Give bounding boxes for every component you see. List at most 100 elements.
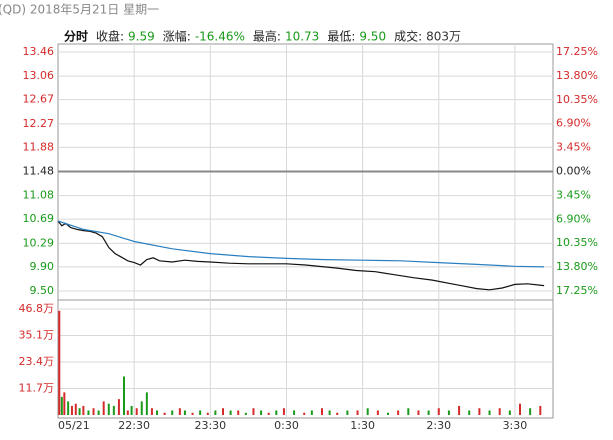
volume-bar (437, 408, 440, 415)
y2-tick-label: 6.90% (556, 117, 591, 130)
y2-tick-label: 3.45% (556, 141, 591, 154)
info-label: 最高: (253, 29, 281, 44)
info-row: 分时 收盘: 9.59 涨幅: -16.46% 最高: 10.73 最低: 9.50 成交: 80… (64, 29, 461, 44)
volume-bar (107, 403, 110, 415)
volume-bar (252, 408, 255, 415)
price-line (57, 220, 545, 268)
volume-bar (275, 410, 278, 415)
y2-tick-label: 3.45% (556, 188, 591, 201)
volume-bar (488, 410, 491, 415)
y-tick-label: 23.4万 (19, 355, 55, 368)
volume-bar (78, 408, 81, 415)
info-value: 9.50 (359, 30, 386, 44)
volume-bar (303, 412, 306, 415)
volume-bar (112, 405, 115, 415)
volume-bar (539, 405, 542, 415)
y-tick-label: 9.50 (30, 284, 55, 297)
volume-bar (123, 376, 125, 415)
page-title: (QD) 2018年5月21日 星期一 (0, 3, 159, 17)
volume-bar (130, 405, 133, 415)
y2-tick-label: 10.35% (556, 93, 598, 106)
volume-bar (87, 410, 90, 415)
volume-bar (156, 410, 158, 415)
y2-tick-label: 0.00% (556, 165, 591, 178)
y-tick-label: 9.90 (30, 260, 55, 273)
volume-bar (321, 408, 323, 415)
volume-bar (346, 410, 349, 415)
volume-bar (519, 403, 521, 415)
volume-bar (529, 408, 532, 415)
volume-bar (60, 396, 63, 415)
volume-bar (397, 410, 400, 415)
volume-bar (267, 412, 270, 415)
volume-bar (70, 405, 73, 415)
volume-bar (458, 405, 461, 415)
y2-tick-label: 13.80% (556, 69, 598, 82)
volume-bar (135, 408, 138, 415)
volume-bar (336, 412, 339, 415)
info-value: 9.59 (128, 30, 155, 44)
info-label: 涨幅: (163, 29, 191, 44)
info-value: 803万 (426, 30, 461, 44)
volume-bar (468, 410, 471, 415)
volume-bar (199, 410, 202, 415)
volume-bar (171, 410, 174, 415)
volume-bar (376, 410, 379, 415)
volume-bar (58, 310, 61, 415)
y2-tick-label: 10.35% (556, 236, 598, 249)
volume-bar (237, 410, 240, 415)
info-label: 最低: (327, 30, 355, 44)
volume-bar (407, 408, 410, 415)
volume-bar (427, 410, 430, 415)
volume-bar (229, 410, 232, 415)
volume-bar (222, 408, 224, 415)
y-tick-label: 13.46 (23, 45, 55, 58)
x-tick-label: 3:30 (503, 419, 528, 432)
volume-bar (191, 412, 194, 415)
volume-bar (82, 405, 85, 415)
y-tick-label: 11.88 (23, 140, 55, 153)
volume-bar (126, 410, 129, 415)
x-tick-label: 1:30 (350, 419, 375, 432)
y-tick-label: 11.7万 (19, 382, 55, 395)
volume-bar (293, 410, 296, 415)
y2-tick-label: 6.90% (556, 212, 591, 225)
volume-bar (183, 410, 186, 415)
y-tick-label: 35.1万 (19, 329, 55, 342)
y-tick-label: 12.67 (23, 93, 55, 106)
volume-bar (178, 408, 181, 415)
volume-panel (57, 299, 554, 419)
y-tick-label: 10.69 (23, 212, 55, 225)
volume-bar (145, 392, 148, 415)
y-tick-label: 11.08 (23, 189, 55, 202)
volume-bar (214, 410, 217, 415)
volume-bar (417, 410, 420, 415)
volume-bar (356, 410, 359, 415)
y-tick-label: 10.29 (23, 236, 55, 249)
y-tick-label: 12.27 (23, 117, 55, 130)
y2-tick-label: 17.25% (556, 45, 598, 58)
volume-bar (163, 412, 166, 415)
volume-bar (74, 403, 77, 415)
volume-bar (447, 410, 450, 415)
info-value: 10.73 (285, 30, 319, 44)
volume-bar (67, 401, 70, 415)
volume-bar (63, 392, 66, 415)
volume-bar (498, 408, 501, 415)
info-label: 成交: (394, 29, 422, 44)
volume-bar (366, 408, 369, 415)
x-tick-label: 0:30 (274, 419, 299, 432)
mode-label: 分时 (64, 29, 88, 44)
volume-bar (97, 410, 100, 415)
y2-tick-label: 13.80% (556, 260, 598, 273)
info-value: -16.46% (195, 30, 245, 44)
volume-bar (244, 412, 247, 415)
y-tick-label: 11.48 (23, 165, 55, 178)
info-label: 收盘: (96, 29, 124, 44)
volume-bar (102, 401, 105, 415)
volume-bar (508, 410, 511, 415)
price-line (57, 220, 545, 291)
x-tick-label: 2:30 (426, 419, 451, 432)
volume-bar (387, 412, 389, 415)
